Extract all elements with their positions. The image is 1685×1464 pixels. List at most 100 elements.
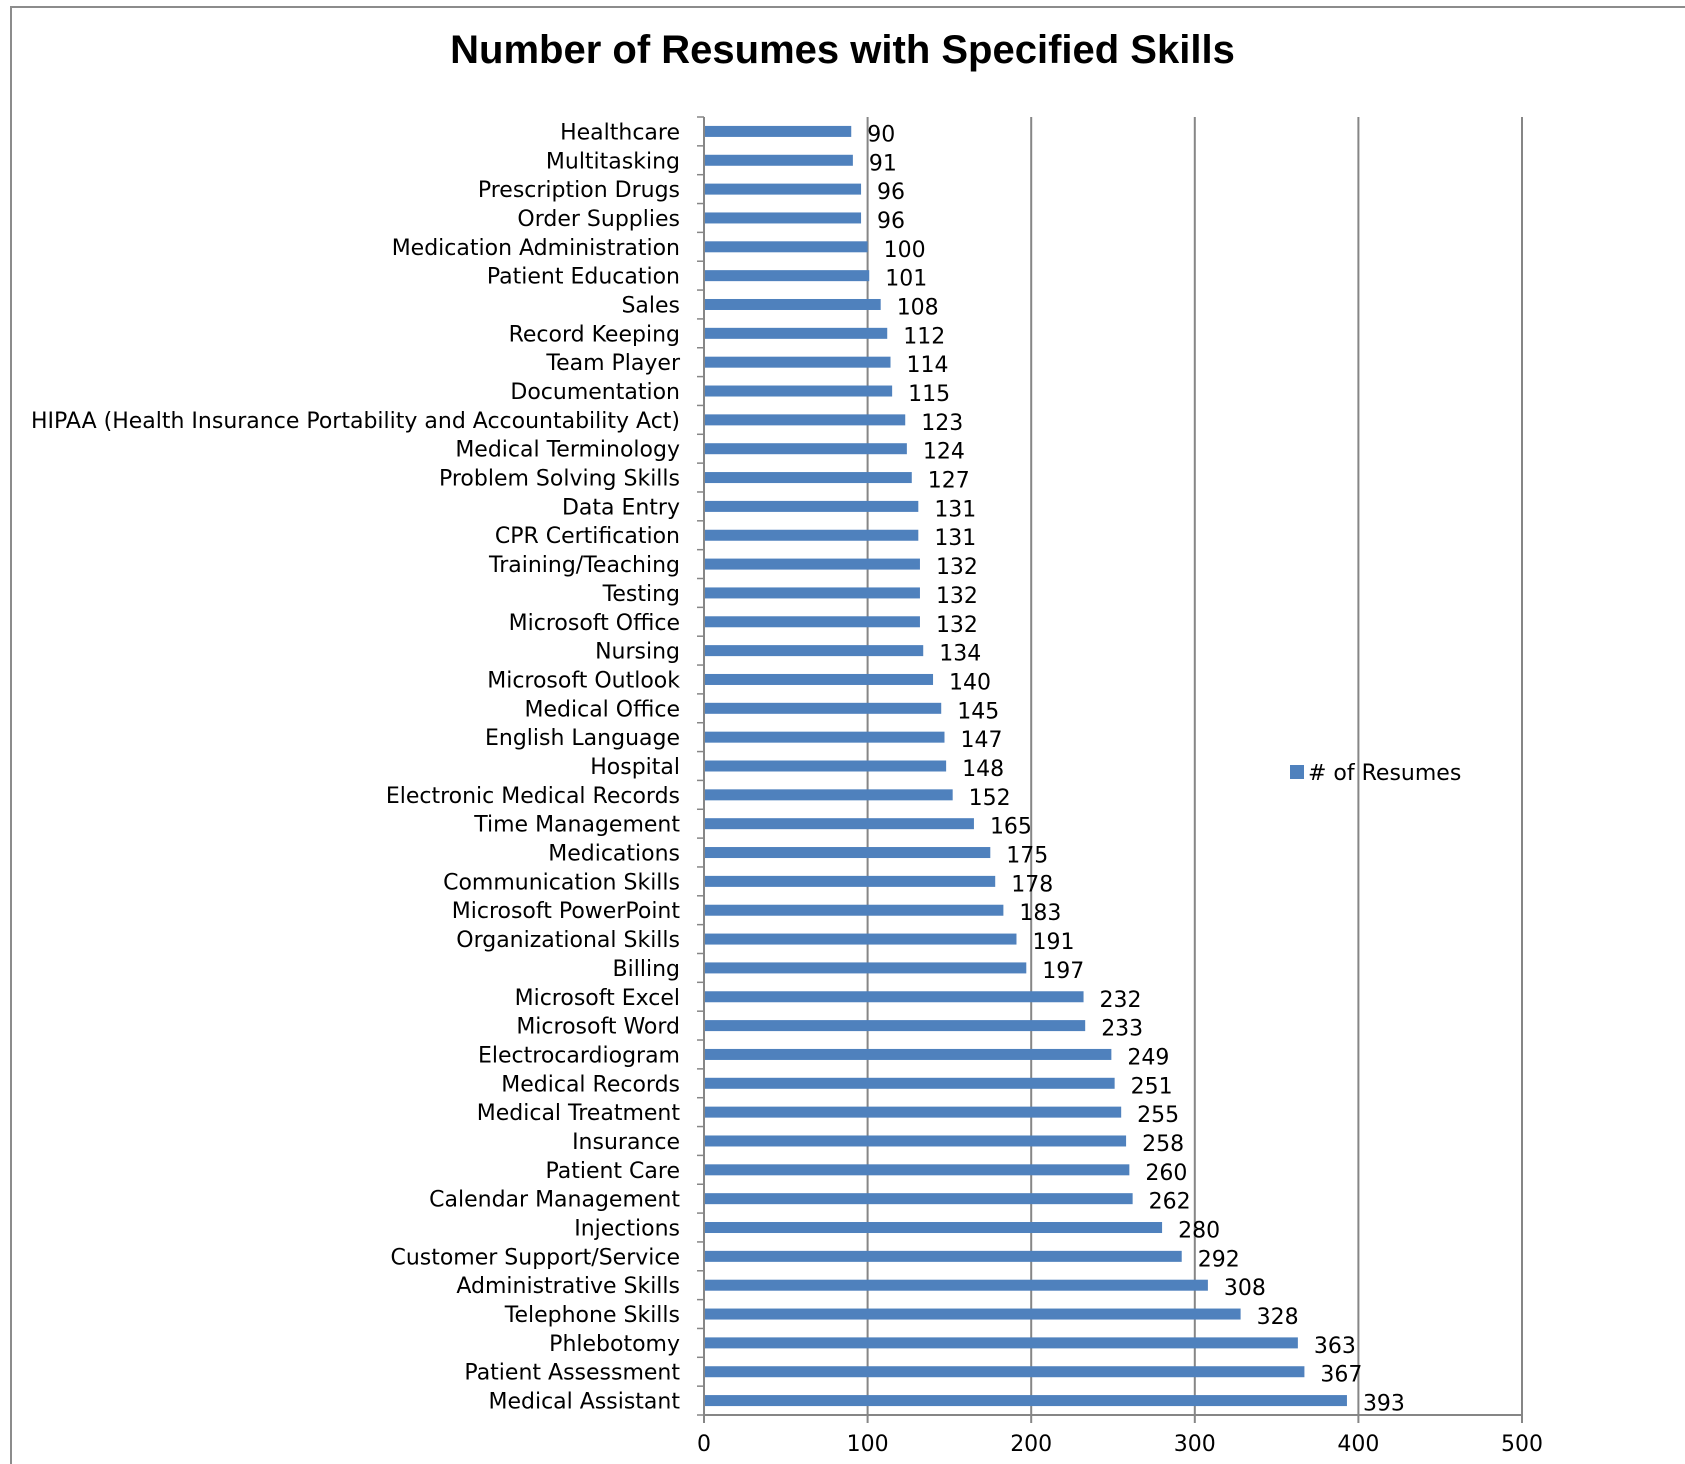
- category-label: Medications: [548, 842, 680, 867]
- bar: [705, 183, 862, 195]
- data-label: 249: [1127, 1045, 1169, 1070]
- category-label: English Language: [485, 726, 680, 751]
- category-label: Medical Terminology: [455, 438, 680, 463]
- category-label: Multitasking: [546, 149, 680, 174]
- bar: [705, 1077, 1115, 1089]
- bar: [705, 472, 912, 484]
- bar: [705, 443, 907, 455]
- data-label: 140: [949, 670, 991, 695]
- category-label: HIPAA (Health Insurance Portability and …: [31, 409, 680, 434]
- category-label: Hospital: [590, 755, 680, 780]
- data-label: 131: [934, 497, 976, 522]
- data-label: 91: [869, 151, 897, 176]
- data-label: 292: [1198, 1247, 1240, 1272]
- category-label: Nursing: [595, 640, 680, 665]
- category-label: Microsoft Word: [516, 1015, 680, 1040]
- data-label: 131: [934, 526, 976, 551]
- category-label: Data Entry: [562, 495, 680, 520]
- data-label: 393: [1363, 1392, 1405, 1417]
- axes: [697, 116, 1523, 1423]
- bar: [705, 933, 1017, 945]
- category-label: Documentation: [510, 380, 680, 405]
- bar: [705, 731, 945, 743]
- bar: [705, 1279, 1208, 1291]
- category-label: Microsoft PowerPoint: [452, 899, 681, 924]
- bar: [705, 645, 924, 657]
- bar: [705, 616, 920, 628]
- bar: [705, 1222, 1163, 1234]
- bar: [705, 298, 881, 310]
- bar: [705, 673, 934, 685]
- bar: [705, 875, 996, 887]
- x-tick-label: 200: [1010, 1432, 1052, 1457]
- bar: [705, 1366, 1305, 1378]
- data-label: 152: [969, 786, 1011, 811]
- bar: [705, 760, 947, 772]
- data-label: 232: [1100, 988, 1142, 1013]
- bar: [705, 702, 942, 714]
- data-label: 124: [923, 440, 965, 465]
- bar: [705, 1164, 1130, 1176]
- data-label: 328: [1257, 1305, 1299, 1330]
- category-label: Medical Treatment: [477, 1101, 681, 1126]
- bar: [705, 587, 920, 599]
- bar: [705, 904, 1004, 916]
- data-label: 123: [921, 411, 963, 436]
- data-label: 233: [1101, 1017, 1143, 1042]
- bar: [705, 789, 953, 801]
- data-label: 191: [1032, 930, 1074, 955]
- data-label: 262: [1149, 1190, 1191, 1215]
- data-label: 132: [936, 555, 978, 580]
- category-label: Organizational Skills: [456, 928, 680, 953]
- data-label: 280: [1178, 1219, 1220, 1244]
- data-label: 363: [1314, 1334, 1356, 1359]
- data-label: 114: [907, 353, 949, 378]
- data-label: 255: [1137, 1103, 1179, 1128]
- category-label: Injections: [574, 1217, 680, 1242]
- bar: [705, 1193, 1133, 1205]
- data-label: 132: [936, 613, 978, 638]
- bar: [705, 241, 868, 253]
- category-label: Billing: [613, 957, 680, 982]
- category-label: Record Keeping: [509, 322, 680, 347]
- legend-label: # of Resumes: [1308, 761, 1461, 786]
- data-label: 165: [990, 815, 1032, 840]
- bar: [705, 125, 852, 137]
- bar: [705, 356, 891, 368]
- bar: [705, 154, 853, 166]
- data-label: 108: [897, 295, 939, 320]
- bar: [705, 818, 974, 830]
- x-tick-label: 400: [1337, 1432, 1379, 1457]
- data-label: 127: [928, 469, 970, 494]
- bar: [705, 327, 888, 339]
- data-label: 145: [957, 699, 999, 724]
- bar: [705, 558, 920, 570]
- data-label: 367: [1320, 1363, 1362, 1388]
- bar: [705, 529, 919, 541]
- bar: [705, 1020, 1086, 1032]
- bar: [705, 212, 862, 224]
- bar: [705, 1337, 1298, 1349]
- bars: [705, 125, 1347, 1407]
- category-label: Healthcare: [560, 120, 680, 145]
- category-label: Insurance: [572, 1130, 680, 1155]
- bar: [705, 385, 893, 397]
- category-label: Patient Education: [487, 265, 680, 290]
- bar: [705, 414, 906, 426]
- data-label: 147: [960, 728, 1002, 753]
- bar: [705, 500, 919, 512]
- category-label: CPR Certification: [495, 524, 680, 549]
- category-label: Phlebotomy: [549, 1332, 680, 1357]
- data-label: 90: [867, 122, 895, 147]
- bar: [705, 1106, 1122, 1118]
- category-label: Microsoft Outlook: [487, 668, 680, 693]
- data-label: 112: [903, 324, 945, 349]
- legend: # of Resumes: [1290, 761, 1461, 786]
- data-label: 115: [908, 382, 950, 407]
- bar: [705, 991, 1084, 1003]
- category-label: Sales: [621, 293, 680, 318]
- bar: [705, 270, 870, 282]
- data-label: 101: [885, 267, 927, 292]
- data-label: 132: [936, 584, 978, 609]
